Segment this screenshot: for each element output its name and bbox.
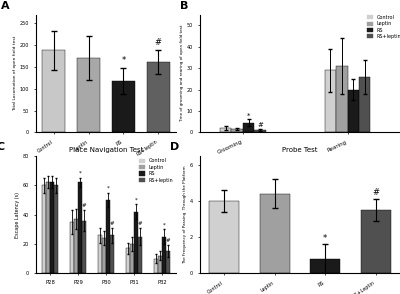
Legend: Control, Leptin, RS, RS+leptin: Control, Leptin, RS, RS+leptin xyxy=(367,15,400,39)
Bar xyxy=(220,128,232,132)
Text: *: * xyxy=(162,222,165,227)
Y-axis label: Time of grooming and rearing of open field test: Time of grooming and rearing of open fie… xyxy=(180,25,184,122)
Bar xyxy=(361,210,391,273)
Bar xyxy=(74,219,78,273)
Legend: Control, Leptin, RS, RS+leptin: Control, Leptin, RS, RS+leptin xyxy=(139,158,174,183)
Bar xyxy=(147,62,170,132)
Text: *: * xyxy=(134,197,137,202)
Bar xyxy=(254,130,266,132)
Text: #: # xyxy=(166,238,170,243)
Text: #: # xyxy=(138,220,142,226)
Bar xyxy=(243,123,254,132)
Bar xyxy=(336,66,348,132)
Text: A: A xyxy=(1,1,10,11)
Bar xyxy=(42,50,65,132)
Text: B: B xyxy=(180,1,188,11)
Bar xyxy=(46,182,50,273)
Bar xyxy=(260,194,290,273)
Bar xyxy=(134,212,138,273)
Bar xyxy=(154,259,158,273)
Bar xyxy=(50,182,54,273)
Bar xyxy=(42,185,46,273)
Title: Probe Test: Probe Test xyxy=(282,147,318,153)
Title: Place Navigation Test: Place Navigation Test xyxy=(69,147,143,153)
Bar xyxy=(106,200,110,273)
Bar xyxy=(110,235,114,273)
Text: #: # xyxy=(155,38,162,47)
Bar xyxy=(138,237,142,273)
Bar xyxy=(102,238,106,273)
Text: C: C xyxy=(0,142,5,152)
Text: #: # xyxy=(110,220,114,226)
Text: #: # xyxy=(82,203,86,208)
Bar xyxy=(130,244,134,273)
Text: *: * xyxy=(78,171,81,176)
Bar xyxy=(348,90,359,132)
Text: *: * xyxy=(106,185,109,191)
Bar xyxy=(166,251,170,273)
Text: *: * xyxy=(247,113,250,118)
Text: #: # xyxy=(257,122,263,128)
Y-axis label: Escape Latency (s): Escape Latency (s) xyxy=(15,192,20,238)
Text: D: D xyxy=(170,142,179,152)
Y-axis label: The Frequency of Passing  Through the Platform: The Frequency of Passing Through the Pla… xyxy=(183,165,187,264)
Bar xyxy=(98,235,102,273)
Bar xyxy=(77,58,100,132)
Text: *: * xyxy=(121,56,126,65)
Bar xyxy=(209,201,239,273)
Text: *: * xyxy=(323,234,327,243)
Bar xyxy=(126,248,130,273)
Bar xyxy=(359,77,370,132)
Y-axis label: Total Locomotion of open field test: Total Locomotion of open field test xyxy=(13,36,17,111)
Bar xyxy=(82,220,86,273)
Bar xyxy=(162,237,166,273)
Bar xyxy=(112,81,135,132)
Bar xyxy=(310,259,340,273)
Bar xyxy=(232,129,243,132)
Bar xyxy=(70,222,74,273)
Bar xyxy=(54,185,58,273)
Text: #: # xyxy=(372,188,379,198)
Bar xyxy=(78,182,82,273)
Bar xyxy=(325,70,336,132)
Bar xyxy=(158,256,162,273)
